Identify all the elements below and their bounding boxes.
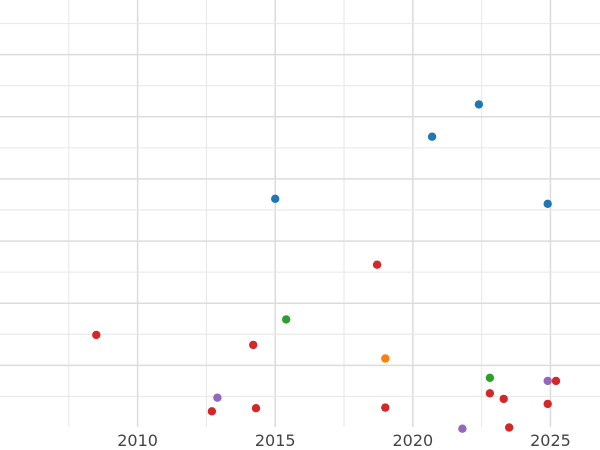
- data-point: [92, 330, 101, 340]
- data-point: [499, 394, 508, 404]
- grid: [0, 0, 600, 427]
- x-tick-label: 2025: [530, 431, 571, 450]
- x-tick-label: 2010: [117, 431, 158, 450]
- data-point: [474, 100, 484, 109]
- data-points: [92, 100, 561, 433]
- data-point: [543, 376, 552, 386]
- data-point: [249, 340, 258, 350]
- data-point: [458, 424, 467, 433]
- data-point: [381, 354, 390, 363]
- data-point: [551, 376, 561, 386]
- data-point: [485, 373, 495, 382]
- data-point: [271, 194, 280, 203]
- data-point: [427, 132, 437, 141]
- data-point: [543, 199, 552, 208]
- x-tick-label: 2015: [255, 431, 296, 450]
- data-point: [207, 407, 217, 416]
- data-point: [505, 423, 514, 432]
- data-point: [213, 393, 222, 402]
- x-axis-ticks: 2010 2015 2020 2025: [117, 431, 571, 450]
- data-point: [282, 315, 291, 324]
- x-tick-label: 2020: [392, 431, 433, 450]
- data-point: [251, 404, 261, 413]
- data-point: [543, 399, 552, 409]
- data-point: [381, 403, 390, 412]
- data-point: [485, 389, 495, 398]
- data-point: [372, 260, 382, 269]
